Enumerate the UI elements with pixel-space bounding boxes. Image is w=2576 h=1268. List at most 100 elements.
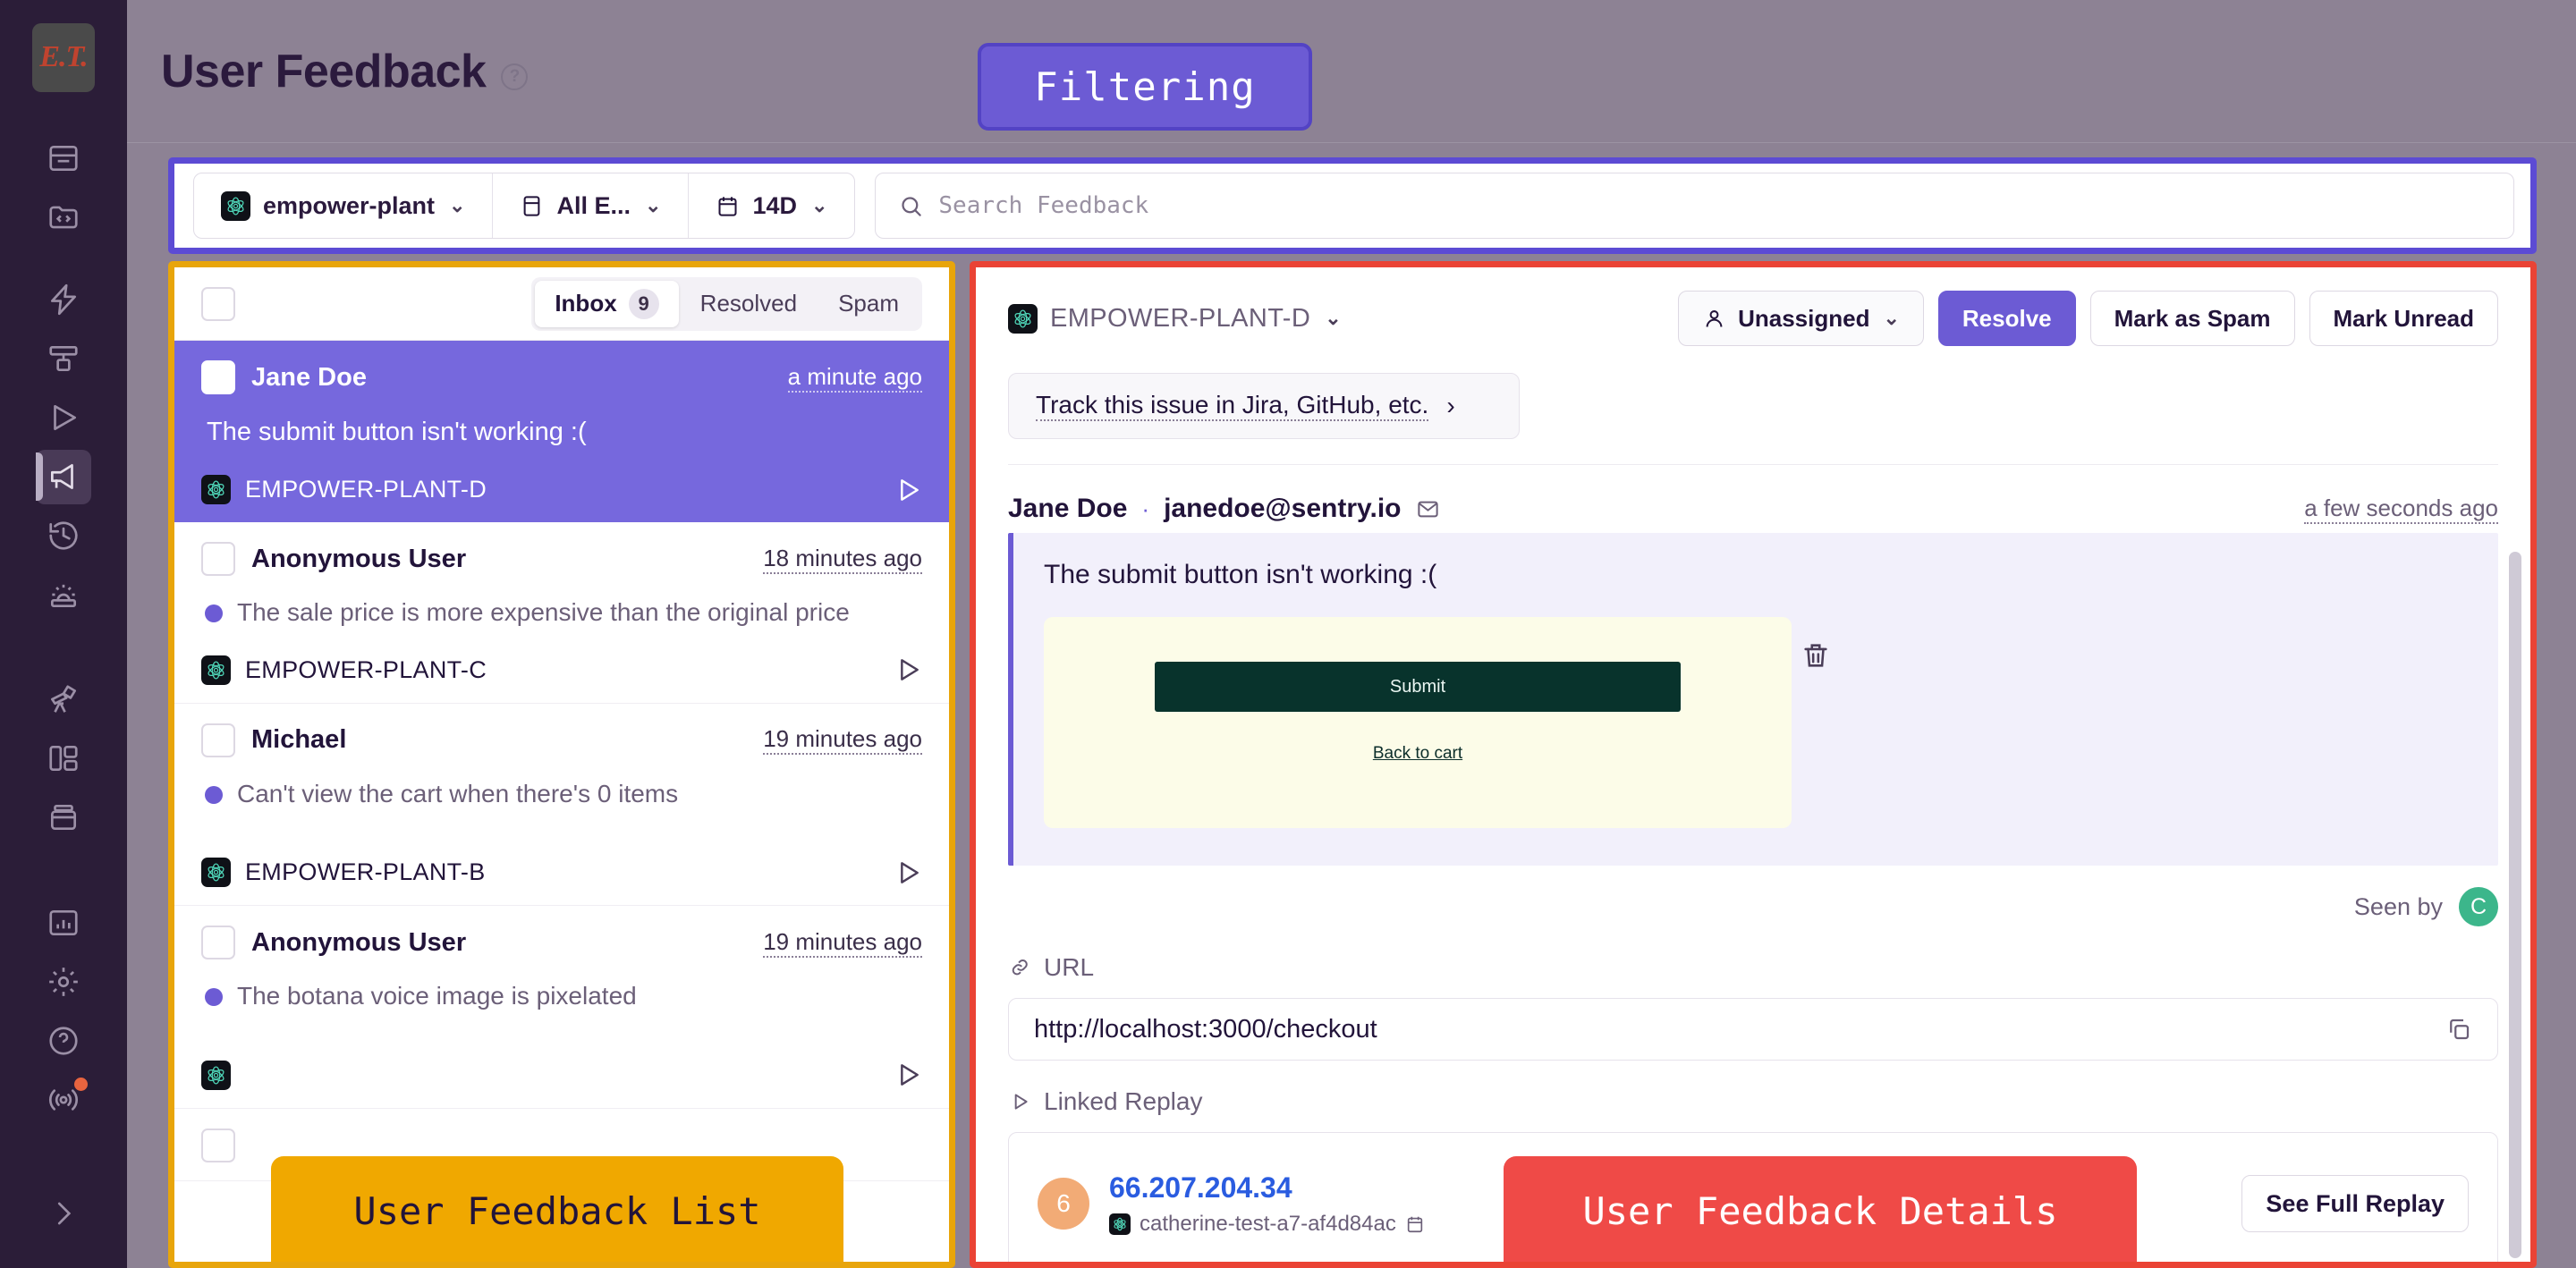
dashboards-grid-icon [49, 746, 78, 772]
environment-filter[interactable]: All E... ⌄ [492, 173, 688, 238]
list-item[interactable]: Jane Doe a minute ago The submit button … [174, 341, 949, 523]
assignee-dropdown[interactable]: Unassigned ⌄ [1678, 291, 1924, 346]
list-item-name: Michael [251, 725, 347, 755]
react-platform-icon [1008, 303, 1038, 334]
page-title: User Feedback [161, 45, 487, 97]
list-item-name: Anonymous User [251, 927, 467, 957]
see-full-replay-button[interactable]: See Full Replay [2241, 1175, 2469, 1232]
page-help-icon[interactable]: ? [501, 63, 529, 90]
linked-replay-card[interactable]: 6 66.207.204.34 catherine-tes [1008, 1132, 2498, 1262]
org-logo[interactable]: E.T. [32, 23, 95, 92]
search-feedback-box[interactable]: Search Feedback [875, 173, 2514, 239]
details-scrollbar[interactable] [2509, 552, 2521, 1258]
delete-screenshot-button[interactable] [1801, 640, 1831, 671]
list-item-checkbox[interactable] [201, 926, 235, 960]
resolve-button[interactable]: Resolve [1937, 291, 2076, 346]
tab-spam-label: Spam [838, 290, 899, 317]
sidebar-item-alerts[interactable] [36, 568, 91, 622]
list-item-checkbox[interactable] [201, 1128, 235, 1162]
select-all-checkbox[interactable] [201, 286, 235, 321]
linked-replay-section-label[interactable]: Linked Replay [1008, 1087, 2498, 1116]
page-header: User Feedback ? [127, 0, 2576, 143]
user-icon [1702, 307, 1726, 331]
list-item[interactable]: Michael 19 minutes ago Can't view the ca… [174, 704, 949, 907]
calendar-icon [1405, 1214, 1425, 1234]
screenshot-back-to-cart-link: Back to cart [1372, 744, 1463, 763]
inbox-tabs: Inbox 9 Resolved Spam [531, 276, 922, 331]
tab-resolved-label: Resolved [699, 290, 798, 317]
chevron-down-icon[interactable]: ⌄ [1325, 307, 1342, 329]
discover-telescope-icon [50, 685, 77, 714]
feedback-list-highlight: Inbox 9 Resolved Spam Jane Doe [168, 261, 955, 1268]
sidebar-item-database[interactable] [36, 790, 91, 845]
copy-icon[interactable] [2445, 1016, 2472, 1043]
list-item-message: The submit button isn't working :( [207, 418, 587, 446]
url-value: http://localhost:3000/checkout [1034, 1014, 1377, 1044]
replay-subtitle: catherine-test-a7-af4d84ac [1140, 1211, 1396, 1236]
sidebar-item-performance[interactable] [36, 272, 91, 326]
details-body: Jane Doe · janedoe@sentry.io a few secon… [976, 465, 2530, 1262]
calendar-icon [716, 194, 740, 218]
replays-play-icon [54, 405, 77, 431]
sidebar-item-dashboards[interactable] [36, 731, 91, 786]
date-range-filter[interactable]: 14D ⌄ [688, 173, 854, 238]
sidebar-item-collapse[interactable] [36, 1186, 91, 1240]
date-range-filter-label: 14D [752, 191, 797, 219]
feedback-list[interactable]: Jane Doe a minute ago The submit button … [174, 341, 949, 1262]
chevron-down-icon: ⌄ [810, 194, 828, 216]
tab-spam[interactable]: Spam [818, 282, 919, 325]
projects-code-icon [49, 206, 78, 229]
list-item-name: Jane Doe [251, 362, 367, 392]
seen-by-label: Seen by [2353, 892, 2443, 920]
sidebar-item-insights[interactable] [36, 895, 91, 950]
details-actions: Unassigned ⌄ Resolve Mark as Spam Mark U… [1678, 291, 2498, 346]
sidebar-item-broadcasts[interactable] [36, 1072, 91, 1127]
link-icon [1012, 959, 1028, 976]
tab-resolved[interactable]: Resolved [681, 282, 817, 325]
replay-play-icon[interactable] [894, 1061, 922, 1089]
replay-play-icon[interactable] [894, 655, 922, 684]
replay-subtitle-row: catherine-test-a7-af4d84ac [1109, 1212, 1425, 1237]
annotation-feedback-details: User Feedback Details [1504, 1156, 2137, 1262]
sidebar-item-projects[interactable] [36, 190, 91, 245]
list-item-time: 19 minutes ago [763, 928, 922, 958]
list-item-checkbox[interactable] [201, 360, 235, 394]
alerts-siren-icon [50, 585, 77, 608]
sidebar-item-settings[interactable] [36, 954, 91, 1009]
message-card: The submit button isn't working :( Submi… [1008, 533, 2498, 866]
sidebar-item-user-feedback[interactable] [36, 449, 91, 504]
active-indicator [36, 452, 43, 502]
track-issue-button[interactable]: Track this issue in Jira, GitHub, etc. › [1008, 373, 1520, 439]
tab-inbox[interactable]: Inbox 9 [535, 280, 679, 327]
broadcast-unread-dot [74, 1078, 88, 1092]
sidebar-item-issues[interactable] [36, 131, 91, 186]
react-platform-icon [201, 1060, 231, 1090]
releases-history-icon [49, 521, 78, 550]
feedback-screenshot[interactable]: Submit Back to cart [1044, 617, 1792, 828]
track-issue-label: Track this issue in Jira, GitHub, etc. [1036, 391, 1429, 421]
replay-play-icon[interactable] [894, 858, 922, 887]
mark-unread-button[interactable]: Mark Unread [2309, 291, 2498, 346]
replay-play-icon[interactable] [894, 476, 922, 504]
filter-bar-highlight: empower-plant ⌄ All E... ⌄ [168, 157, 2537, 254]
list-item[interactable]: Anonymous User 19 minutes ago The botana… [174, 906, 949, 1109]
triangle-right-icon [1014, 1094, 1028, 1110]
sidebar-item-releases[interactable] [36, 509, 91, 563]
list-item-checkbox[interactable] [201, 723, 235, 757]
avatar[interactable]: C [2459, 887, 2498, 926]
project-filter[interactable]: empower-plant ⌄ [194, 173, 492, 238]
feedback-details-highlight: EMPOWER-PLANT-D ⌄ Unassigned ⌄ [970, 261, 2537, 1268]
sidebar-item-discover[interactable] [36, 672, 91, 727]
mail-icon[interactable] [1416, 497, 1440, 521]
replay-ip[interactable]: 66.207.204.34 [1109, 1171, 1292, 1204]
list-item-checkbox[interactable] [201, 542, 235, 577]
url-field[interactable]: http://localhost:3000/checkout [1008, 998, 2498, 1061]
list-item-message: The botana voice image is pixelated [237, 982, 637, 1010]
list-item[interactable]: Anonymous User 18 minutes ago The sale p… [174, 522, 949, 704]
mark-as-spam-button[interactable]: Mark as Spam [2089, 291, 2295, 346]
sidebar-item-help[interactable] [36, 1013, 91, 1068]
sidebar-item-replays[interactable] [36, 391, 91, 445]
sidebar-item-crons[interactable] [36, 331, 91, 385]
feedback-list-header: Inbox 9 Resolved Spam [174, 267, 949, 341]
